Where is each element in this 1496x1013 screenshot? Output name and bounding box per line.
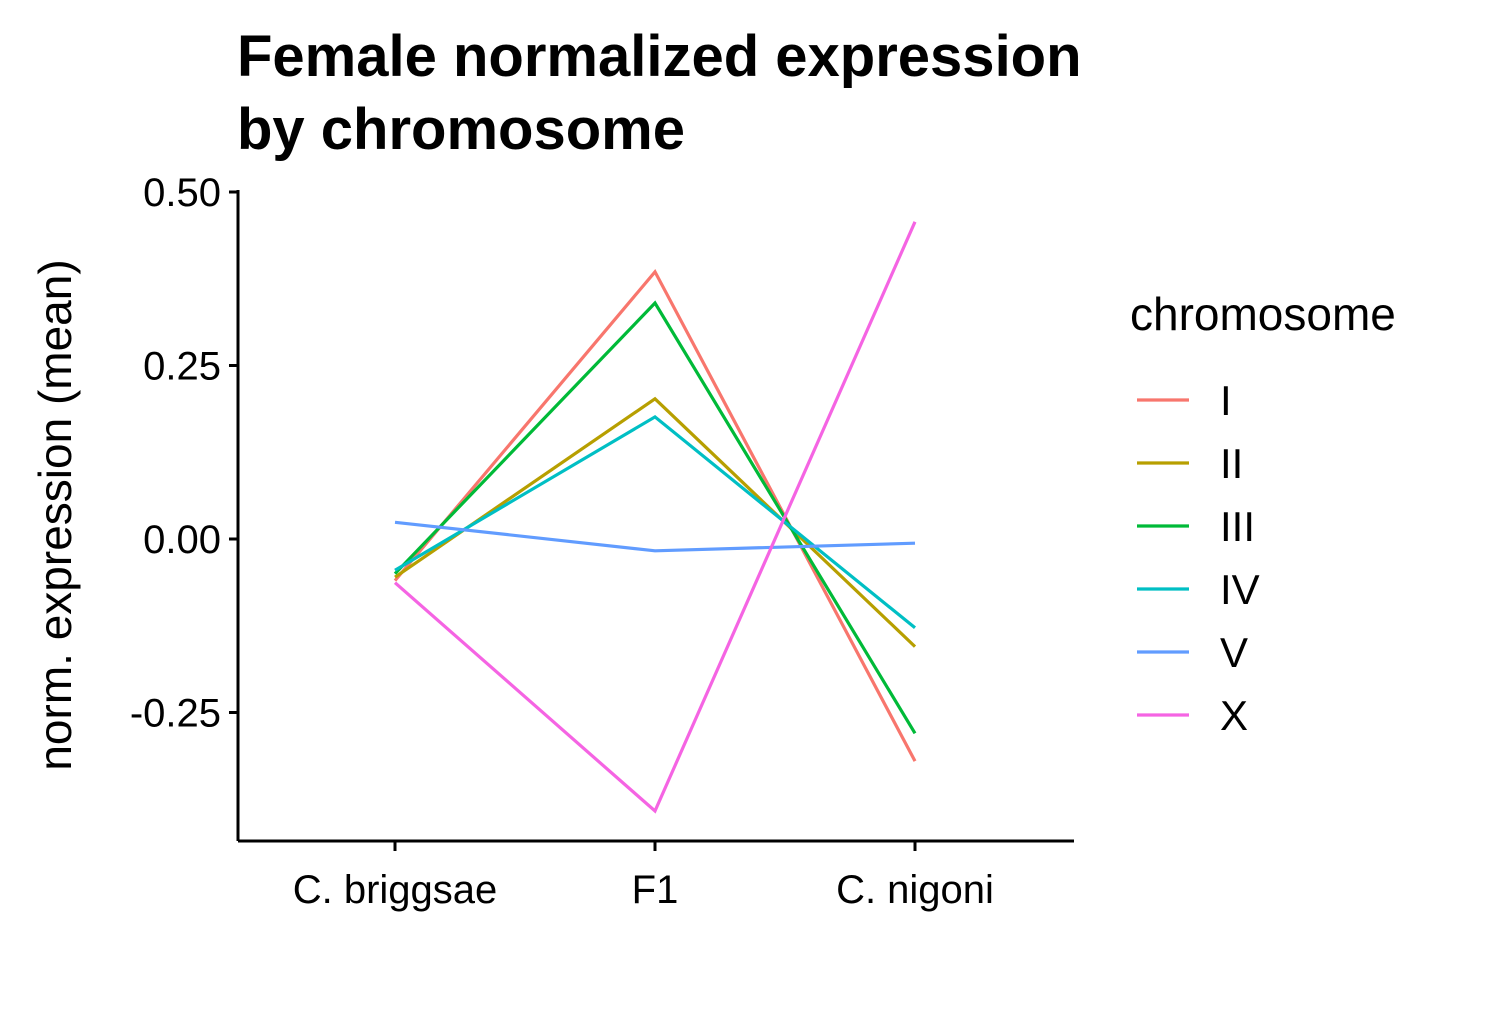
legend-label-iii: III — [1220, 503, 1255, 550]
x-tick-label: C. nigoni — [836, 868, 994, 912]
legend-label-x: X — [1220, 692, 1248, 739]
series-line-i — [393, 268, 917, 762]
y-tick-label: 0.00 — [143, 518, 221, 562]
legend-label-i: I — [1220, 377, 1232, 424]
legend-title: chromosome — [1130, 288, 1396, 340]
plot-area: 0.50 0.25 0.00 -0.25 C. briggsae F1 C. nigoni — [130, 171, 1074, 912]
legend-label-ii: II — [1220, 440, 1243, 487]
y-tick-label: 0.25 — [143, 345, 221, 389]
legend-label-v: V — [1220, 629, 1248, 676]
x-tick-label: F1 — [632, 868, 679, 912]
series-line-x — [393, 221, 917, 814]
series-line-iii — [393, 300, 917, 735]
x-tick-label: C. briggsae — [293, 868, 498, 912]
chart-title-line-2: by chromosome — [237, 97, 685, 162]
series-line-iv — [394, 414, 917, 630]
y-tick-label: 0.50 — [143, 171, 221, 215]
chart-title-line-1: Female normalized expression — [237, 24, 1082, 89]
series-line-v — [394, 520, 916, 553]
legend-label-iv: IV — [1220, 566, 1260, 613]
y-tick-label: -0.25 — [130, 692, 221, 736]
y-axis-label: norm. expression (mean) — [29, 259, 81, 770]
